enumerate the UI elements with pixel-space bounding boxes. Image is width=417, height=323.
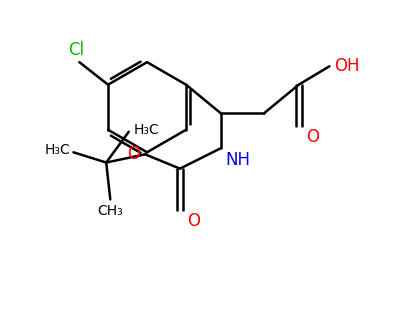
Text: OH: OH [334, 57, 360, 75]
Text: H₃C: H₃C [134, 123, 159, 137]
Text: O: O [187, 212, 200, 230]
Text: O: O [127, 145, 140, 163]
Text: O: O [306, 128, 319, 146]
Text: Cl: Cl [68, 41, 84, 59]
Text: CH₃: CH₃ [98, 204, 123, 218]
Text: H₃C: H₃C [45, 143, 70, 157]
Text: NH: NH [226, 151, 251, 170]
